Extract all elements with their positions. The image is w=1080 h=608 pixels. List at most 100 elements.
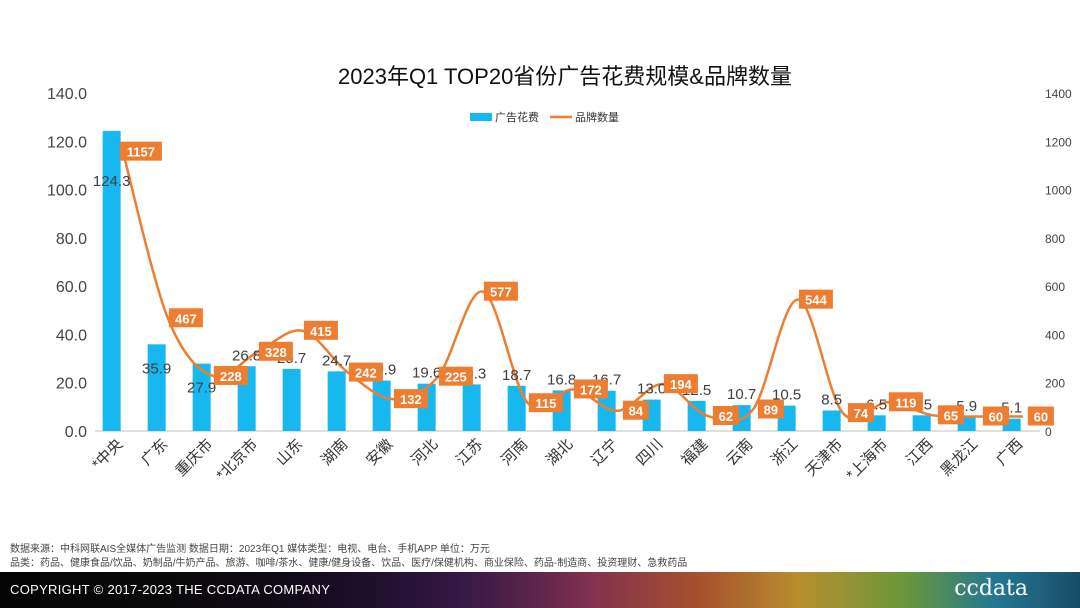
line-label-box bbox=[348, 362, 383, 382]
bar-江西 bbox=[912, 415, 931, 431]
x-tick-label: 江西 bbox=[903, 436, 936, 469]
legend-label-bar: 广告花费 bbox=[495, 111, 539, 124]
line-value-label: 172 bbox=[580, 382, 602, 397]
x-tick-label: *上海市 bbox=[843, 436, 891, 484]
x-tick-label: 重庆市 bbox=[172, 436, 216, 480]
line-label-box bbox=[712, 406, 739, 426]
bar-value-label: 19.6 bbox=[412, 365, 441, 382]
line-value-label: 89 bbox=[764, 403, 778, 418]
bar-辽宁 bbox=[597, 390, 616, 431]
line-value-label: 328 bbox=[265, 345, 287, 360]
line-data-labels: 1157 467 228 328 415 242 132 225 577 115 172 84 194 6… bbox=[119, 141, 1054, 426]
footer-bar: COPYRIGHT © 2017-2023 THE CCDATA COMPANY… bbox=[0, 572, 1080, 608]
line-value-label: 115 bbox=[535, 396, 556, 411]
line-value-label: 119 bbox=[895, 395, 916, 410]
line-value-label: 60 bbox=[1034, 410, 1048, 425]
y-right-tick-label: 0 bbox=[1045, 425, 1052, 439]
x-tick-label: 湖北 bbox=[543, 436, 576, 469]
line-value-label: 62 bbox=[719, 409, 733, 424]
bar-重庆市 bbox=[192, 363, 211, 431]
line-value-label: 1157 bbox=[127, 145, 155, 160]
y-right-tick-label: 1000 bbox=[1045, 184, 1072, 198]
line-value-label: 228 bbox=[220, 369, 242, 384]
x-tick-label: 天津市 bbox=[802, 436, 846, 480]
line-label-box bbox=[119, 141, 162, 161]
legend-swatch-bar bbox=[470, 113, 492, 121]
x-tick-labels: *中央 广东 重庆市*北京市 山东 湖南 安徽 河北 江苏 河南 湖北 辽宁 四川 福建 云南 浙江 天津市*… bbox=[89, 436, 1026, 484]
bar-湖南 bbox=[327, 371, 346, 431]
line-value-label: 467 bbox=[175, 311, 197, 326]
bar-value-label: 124.3 bbox=[93, 173, 131, 190]
bar-江苏 bbox=[462, 384, 481, 431]
y-right-tick-label: 800 bbox=[1045, 232, 1065, 246]
line-value-label: 194 bbox=[670, 377, 692, 392]
bar-value-label: 16.8 bbox=[547, 371, 576, 388]
combo-chart: 2023年Q1 TOP20省份广告花费规模&品牌数量 广告花费 品牌数量 0.0… bbox=[47, 64, 1072, 484]
x-tick-label: 四川 bbox=[633, 436, 666, 469]
line-value-label: 577 bbox=[490, 285, 512, 300]
bar-value-label: 27.9 bbox=[187, 380, 216, 397]
x-tick-label: *中央 bbox=[89, 436, 126, 473]
line-label-box bbox=[528, 393, 563, 413]
copyright-text: COPYRIGHT © 2017-2023 THE CCDATA COMPANY bbox=[10, 582, 331, 597]
x-tick-label: 山东 bbox=[273, 436, 306, 469]
y-left-tick-label: 120.0 bbox=[47, 134, 87, 151]
line-label-box bbox=[798, 289, 833, 309]
y-right-tick-label: 200 bbox=[1045, 377, 1065, 391]
line-label-box bbox=[847, 403, 874, 423]
y-left-tick-label: 20.0 bbox=[56, 376, 87, 393]
line-label-box bbox=[303, 320, 338, 340]
line-label-box bbox=[168, 308, 203, 328]
line-label-box bbox=[622, 400, 649, 420]
x-tick-label: *北京市 bbox=[213, 436, 261, 484]
bar-value-label: 18.7 bbox=[502, 367, 531, 384]
chart-axes: 0.0 20.0 40.0 60.0 80.0 100.0 120.0 140.0 0 200 40… bbox=[47, 86, 1072, 441]
y-right-tick-label: 1200 bbox=[1045, 135, 1072, 149]
bar-广东 bbox=[147, 344, 166, 431]
line-label-box bbox=[663, 374, 698, 394]
x-tick-label: 安徽 bbox=[363, 436, 396, 469]
line-label-box bbox=[258, 341, 293, 361]
line-label-box bbox=[393, 389, 428, 409]
bar-value-label: 26.8 bbox=[232, 347, 261, 364]
line-value-label: 132 bbox=[400, 392, 422, 407]
x-tick-label: 江苏 bbox=[453, 436, 486, 469]
y-left-tick-label: 100.0 bbox=[47, 183, 87, 200]
chart-legend: 广告花费 品牌数量 bbox=[470, 110, 619, 124]
y-right-tick-label: 600 bbox=[1045, 280, 1065, 294]
x-tick-label: 广西 bbox=[993, 436, 1026, 469]
x-tick-label: 湖南 bbox=[318, 436, 351, 469]
line-label-box bbox=[438, 366, 473, 386]
y-right-tick-label: 1400 bbox=[1045, 87, 1072, 101]
y-left-tick-label: 80.0 bbox=[56, 231, 87, 248]
line-value-label: 242 bbox=[355, 366, 377, 381]
line-label-box bbox=[573, 379, 608, 399]
y-right-tick-label: 400 bbox=[1045, 328, 1065, 342]
line-label-box bbox=[483, 281, 518, 301]
line-value-label: 84 bbox=[629, 404, 644, 419]
bar-value-label: 10.5 bbox=[772, 387, 801, 404]
x-tick-label: 河南 bbox=[498, 436, 531, 469]
y-left-tick-label: 40.0 bbox=[56, 327, 87, 344]
line-label-box bbox=[757, 399, 784, 419]
bar-安徽 bbox=[372, 380, 391, 431]
bar-福建 bbox=[687, 400, 706, 431]
y-left-tick-label: 0.0 bbox=[65, 424, 87, 441]
bar-value-label: 8.5 bbox=[821, 391, 842, 408]
x-tick-label: 云南 bbox=[723, 436, 756, 469]
line-value-label: 60 bbox=[989, 410, 1003, 425]
x-tick-label: 辽宁 bbox=[588, 436, 621, 469]
data-source-note: 数据来源：中科网联AIS全媒体广告监测 数据日期：2023年Q1 媒体类型：电视… bbox=[10, 544, 490, 555]
category-note: 品类：药品、健康食品/饮品、奶制品/牛奶产品、旅游、咖啡/茶水、健康/健身设备、… bbox=[10, 558, 688, 569]
bar-value-label: 10.7 bbox=[727, 386, 756, 403]
y-left-tick-label: 60.0 bbox=[56, 279, 87, 296]
line-value-label: 415 bbox=[310, 324, 332, 339]
bar-天津市 bbox=[822, 410, 841, 431]
line-label-box bbox=[1027, 406, 1054, 426]
line-label-box bbox=[213, 365, 248, 385]
line-value-label: 74 bbox=[854, 406, 869, 421]
x-tick-label: 黑龙江 bbox=[937, 436, 981, 480]
line-value-label: 65 bbox=[944, 408, 958, 423]
ccdata-logo: ccdata bbox=[954, 576, 1028, 601]
bar-山东 bbox=[282, 368, 301, 431]
